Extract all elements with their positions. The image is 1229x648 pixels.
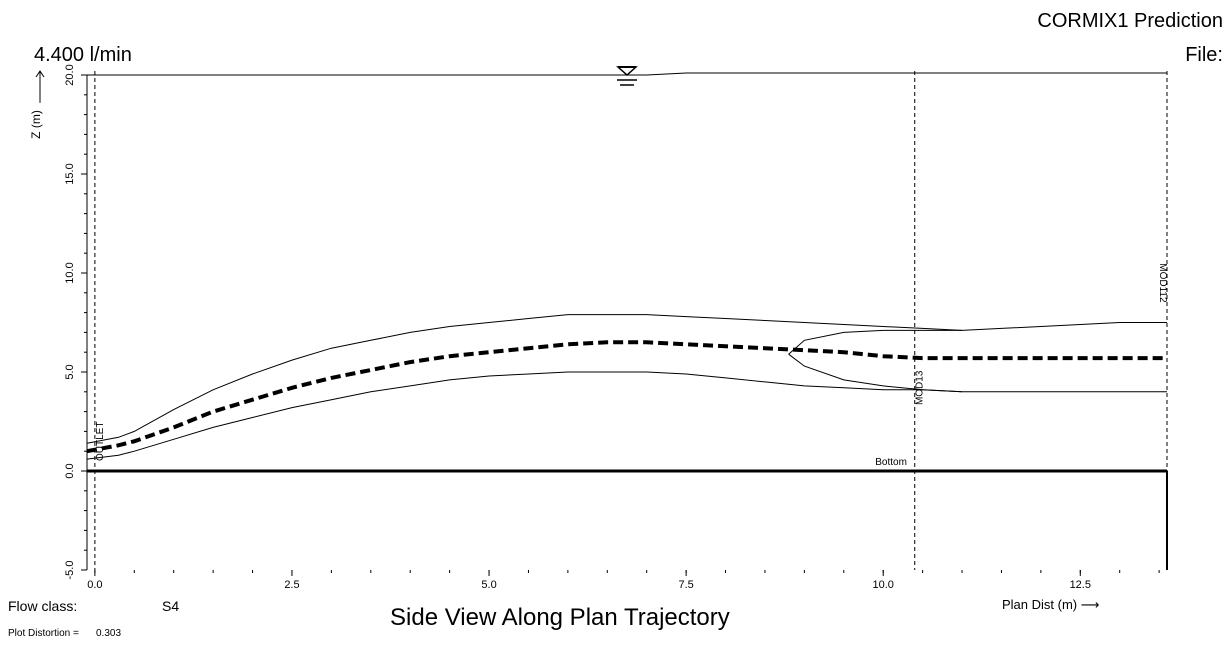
x-tick-label: 0.0 bbox=[87, 579, 102, 591]
chart-title: Side View Along Plan Trajectory bbox=[390, 604, 730, 631]
series-centerline bbox=[86, 340, 1167, 454]
arrow-up-icon bbox=[35, 70, 45, 78]
y-tick-label: 10.0 bbox=[64, 262, 76, 283]
vertical-markers bbox=[94, 71, 1168, 570]
y-tick-label: -5.0 bbox=[64, 561, 76, 580]
water-surface-icon bbox=[616, 66, 638, 77]
x-tick-label: 12.5 bbox=[1070, 579, 1091, 591]
vertical-marker-label: MOD13 bbox=[915, 370, 926, 405]
vertical-marker-label: OUTLET bbox=[95, 422, 106, 461]
series-upper-boundary bbox=[86, 314, 1167, 444]
x-tick-label: 5.0 bbox=[481, 579, 496, 591]
water-surface-line bbox=[87, 72, 1167, 76]
y-tick-label: 5.0 bbox=[64, 364, 76, 379]
bottom-label: Bottom bbox=[875, 457, 907, 468]
chart-axes bbox=[35, 66, 1168, 576]
x-axis-label: Plan Dist (m) ⟶ bbox=[1002, 597, 1100, 612]
y-tick-label: 20.0 bbox=[64, 64, 76, 85]
y-axis-label: Z (m) bbox=[29, 110, 43, 139]
file-label: File: bbox=[1185, 44, 1223, 66]
plume-series bbox=[86, 314, 1167, 460]
y-tick-label: 15.0 bbox=[64, 163, 76, 184]
flow-rate: 4.400 l/min bbox=[34, 44, 132, 66]
distortion-value: 0.303 bbox=[96, 628, 122, 639]
y-tick-label: 0.0 bbox=[64, 463, 76, 478]
distortion-label: Plot Distortion = bbox=[8, 628, 79, 639]
arrow-right-icon: ⟶ bbox=[1080, 597, 1100, 612]
x-tick-label: 2.5 bbox=[284, 579, 299, 591]
header-title: CORMIX1 Prediction bbox=[1037, 10, 1223, 32]
vertical-marker-label: MOD112 bbox=[1157, 263, 1168, 303]
x-tick-label: 7.5 bbox=[678, 579, 693, 591]
x-tick-label: 10.0 bbox=[872, 579, 893, 591]
flow-class-value: S4 bbox=[162, 598, 180, 614]
series-lower-boundary bbox=[86, 371, 1167, 460]
series-far-field-lower bbox=[788, 353, 963, 393]
tick-labels: -5.0 0.0 5.0 10.0 15.0 20.0 0.0 2.5 5.0 7.5 10.0 12… bbox=[29, 64, 1168, 591]
series-far-field-upper bbox=[788, 329, 962, 355]
flow-class-label: Flow class: bbox=[8, 598, 78, 614]
